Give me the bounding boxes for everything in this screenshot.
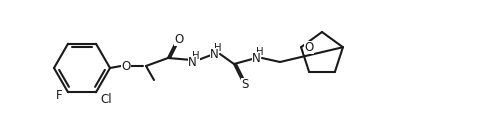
Text: N: N (188, 55, 196, 68)
Text: O: O (122, 60, 131, 73)
Text: H: H (214, 43, 222, 53)
Text: H: H (256, 47, 264, 57)
Text: Cl: Cl (100, 93, 112, 106)
Text: O: O (304, 41, 314, 54)
Text: O: O (174, 32, 184, 46)
Text: S: S (241, 78, 249, 90)
Text: N: N (252, 52, 260, 65)
Text: N: N (210, 47, 219, 60)
Text: H: H (192, 51, 200, 61)
Text: F: F (56, 89, 62, 102)
